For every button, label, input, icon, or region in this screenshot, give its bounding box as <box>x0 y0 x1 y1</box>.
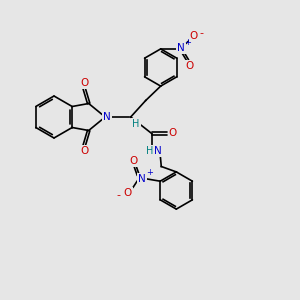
Text: N: N <box>138 174 146 184</box>
Text: N: N <box>154 146 162 156</box>
Text: -: - <box>117 190 121 200</box>
Text: -: - <box>199 28 203 38</box>
Text: O: O <box>130 156 138 167</box>
Text: H: H <box>132 118 140 129</box>
Text: O: O <box>80 146 88 156</box>
Text: N: N <box>177 43 185 53</box>
Text: O: O <box>190 31 198 41</box>
Text: +: + <box>146 168 153 177</box>
Text: H: H <box>146 146 154 156</box>
Text: O: O <box>124 188 132 198</box>
Text: O: O <box>169 128 177 139</box>
Text: +: + <box>184 38 191 47</box>
Text: O: O <box>80 78 88 88</box>
Text: O: O <box>185 61 193 71</box>
Text: N: N <box>103 112 111 122</box>
